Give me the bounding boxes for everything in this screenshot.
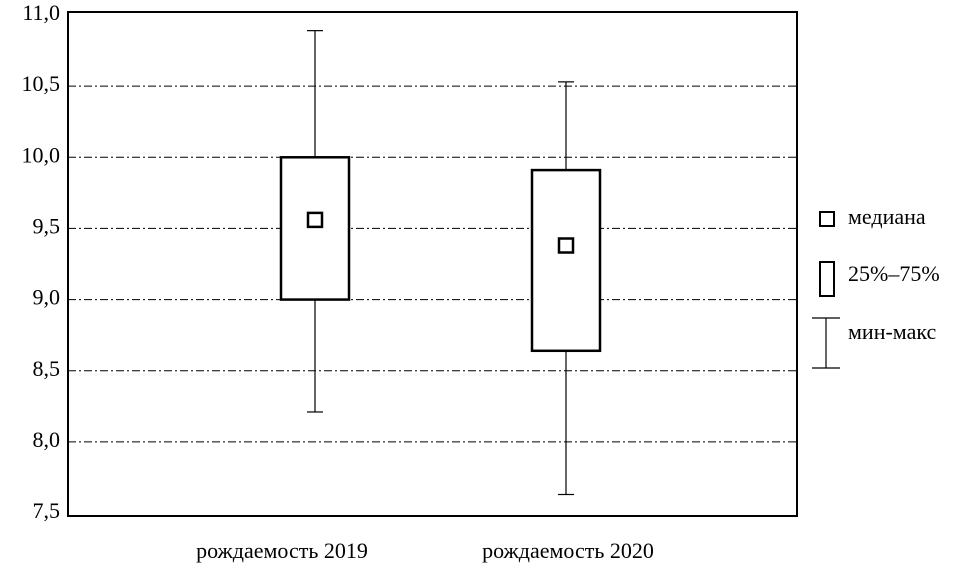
- x-tick-label: рождаемость 2019: [196, 538, 368, 563]
- y-tick-label: 8,5: [33, 356, 61, 381]
- y-tick-label: 8,0: [33, 427, 61, 452]
- box: [279, 156, 351, 301]
- x-tick-label: рождаемость 2020: [482, 538, 654, 563]
- y-tick-label: 10,0: [22, 142, 61, 167]
- legend-label: медиана: [848, 204, 926, 229]
- legend-whisker-icon: [812, 317, 840, 369]
- y-tick-label: 10,5: [22, 71, 61, 96]
- legend-median-icon: [819, 211, 835, 227]
- y-tick-label: 9,5: [33, 213, 61, 238]
- plot-frame: [67, 11, 798, 517]
- median: [557, 237, 575, 254]
- y-tick-label: 11,0: [22, 0, 60, 25]
- y-tick-label: 7,5: [33, 498, 61, 523]
- legend-label: 25%–75%: [848, 261, 940, 286]
- y-tick-label: 9,0: [33, 285, 61, 310]
- box: [530, 168, 602, 353]
- median: [306, 211, 324, 229]
- legend-box-icon: [819, 261, 835, 297]
- legend-label: мин-макс: [848, 319, 936, 344]
